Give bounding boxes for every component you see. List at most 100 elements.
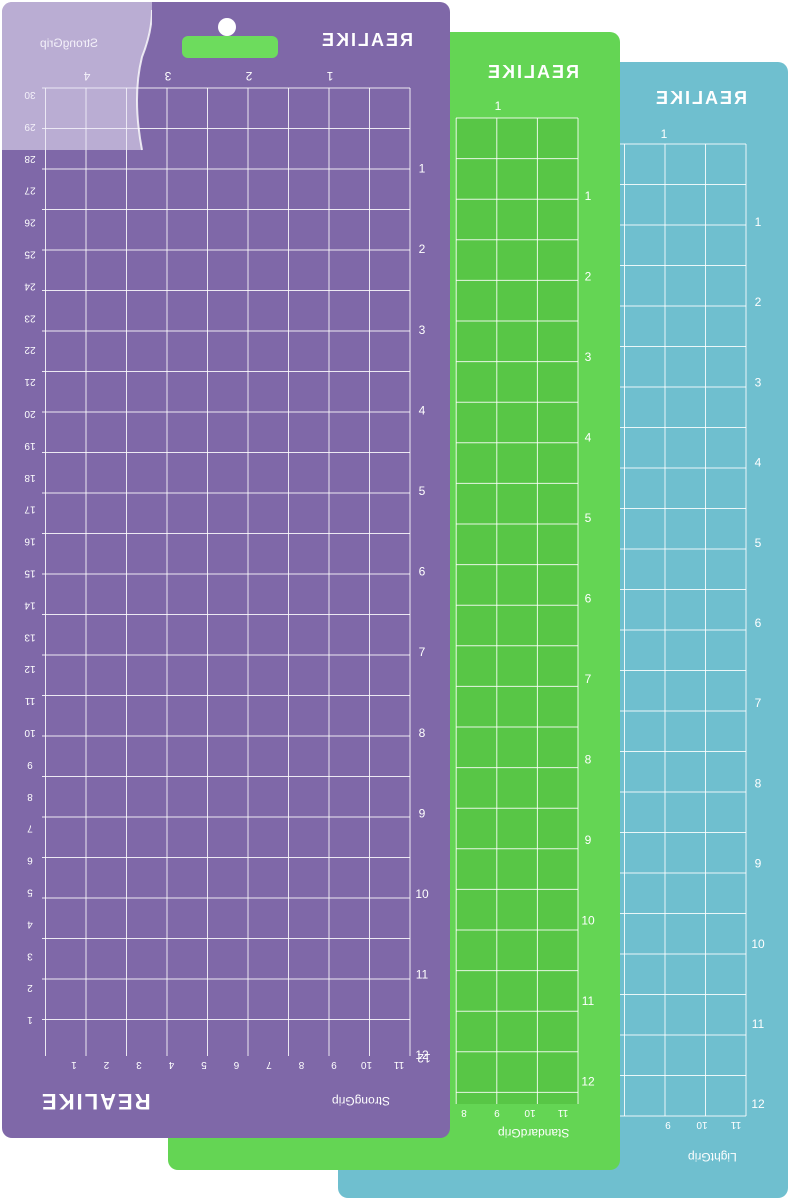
inch-label: 7 bbox=[585, 672, 592, 686]
inch-label: 2 bbox=[419, 242, 426, 256]
cm-label: 20 bbox=[24, 408, 36, 419]
cm-label-bottom: 3 bbox=[136, 1059, 142, 1070]
inch-label: 11 bbox=[416, 968, 429, 982]
cm-label: 21 bbox=[24, 376, 36, 387]
inch-label: 4 bbox=[419, 403, 426, 417]
inch-label: 3 bbox=[585, 350, 592, 364]
inch-label: 6 bbox=[419, 565, 426, 579]
inch-label: 7 bbox=[755, 696, 762, 710]
cm-label: 18 bbox=[24, 472, 36, 483]
cm-label-bottom: 11 bbox=[730, 1119, 741, 1130]
cm-label: 17 bbox=[24, 504, 36, 515]
cm-label-bottom: 10 bbox=[524, 1107, 536, 1118]
cm-label-bottom: 9 bbox=[494, 1107, 500, 1118]
cm-label: 9 bbox=[27, 759, 33, 770]
cm-label-bottom: 10 bbox=[696, 1119, 708, 1130]
brand-logo: REALIKE bbox=[320, 30, 414, 50]
inch-label: 6 bbox=[755, 616, 762, 630]
cm-label-bottom: 10 bbox=[361, 1059, 373, 1070]
cm-label-bottom: 7 bbox=[266, 1059, 272, 1070]
grip-label-bottom: StrongGrip bbox=[332, 1094, 391, 1108]
cm-label: 11 bbox=[24, 695, 35, 706]
cm-label: 1 bbox=[27, 1014, 33, 1025]
inch-label: 3 bbox=[419, 323, 426, 337]
cm-label: 2 bbox=[27, 982, 33, 993]
cm-label: 29 bbox=[24, 121, 36, 132]
brand-logo: REALIKE bbox=[486, 62, 580, 82]
inch-label-top: 4 bbox=[83, 69, 90, 83]
cm-label: 8 bbox=[27, 791, 33, 802]
inch-label: 12 bbox=[415, 1048, 429, 1062]
cm-label: 28 bbox=[24, 153, 36, 164]
cm-label-bottom: 1 bbox=[71, 1059, 77, 1070]
inch-label: 2 bbox=[585, 270, 592, 284]
cm-label: 23 bbox=[24, 312, 36, 323]
hanger-slot bbox=[182, 36, 278, 58]
cm-label: 5 bbox=[27, 887, 33, 898]
inch-label-top: 2 bbox=[245, 69, 252, 83]
inch-label: 11 bbox=[582, 994, 595, 1008]
inch-label: 3 bbox=[755, 375, 762, 389]
inch-label: 10 bbox=[751, 937, 765, 951]
inch-label: 4 bbox=[585, 431, 592, 445]
grip-label: StandardGrip bbox=[498, 1126, 570, 1140]
inch-label: 1 bbox=[585, 189, 592, 203]
cm-label: 19 bbox=[24, 440, 36, 451]
inch-label: 6 bbox=[585, 592, 592, 606]
inch-label: 2 bbox=[755, 295, 762, 309]
inch-label: 12 bbox=[581, 1075, 595, 1089]
cm-label-bottom: 8 bbox=[461, 1107, 467, 1118]
inch-label: 8 bbox=[755, 776, 762, 790]
inch-label-top: 1 bbox=[661, 127, 668, 141]
cm-label: 14 bbox=[24, 599, 36, 610]
cm-label-bottom: 4 bbox=[168, 1059, 174, 1070]
cm-label-bottom: 2 bbox=[103, 1059, 109, 1070]
cm-label: 27 bbox=[24, 185, 36, 196]
mat-grid-stronggrip: 1234567891011121234302928272625242322212… bbox=[24, 69, 431, 1070]
inch-label: 8 bbox=[419, 726, 426, 740]
hanger-hole bbox=[218, 18, 236, 36]
cm-label: 30 bbox=[24, 89, 36, 100]
inch-label: 1 bbox=[755, 215, 762, 229]
cm-label: 15 bbox=[24, 568, 36, 579]
inch-label: 4 bbox=[755, 456, 762, 470]
grip-label: LightGrip bbox=[688, 1150, 737, 1164]
cm-label: 22 bbox=[24, 344, 36, 355]
inch-label: 5 bbox=[585, 511, 592, 525]
cm-label: 12 bbox=[24, 663, 36, 674]
cm-label-bottom: 8 bbox=[298, 1059, 304, 1070]
cm-label: 26 bbox=[24, 217, 36, 228]
cm-label-bottom: 11 bbox=[393, 1059, 404, 1070]
inch-label-top: 1 bbox=[495, 99, 502, 113]
brand-logo-bottom: REALIKE bbox=[40, 1089, 151, 1114]
inch-label: 10 bbox=[415, 887, 429, 901]
cm-label: 10 bbox=[24, 727, 36, 738]
inch-label-top: 3 bbox=[164, 69, 171, 83]
inch-label: 5 bbox=[755, 536, 762, 550]
inch-label: 8 bbox=[585, 753, 592, 767]
cm-label: 24 bbox=[24, 280, 36, 291]
cm-label: 4 bbox=[27, 918, 33, 929]
inch-label-top: 1 bbox=[326, 69, 333, 83]
inch-label: 5 bbox=[419, 484, 426, 498]
cm-label: 6 bbox=[27, 855, 33, 866]
cm-label-bottom: 6 bbox=[233, 1059, 239, 1070]
inch-label-corner: 12 bbox=[417, 1051, 431, 1065]
mat-stronggrip: 1 2 3 4 5 6 7 8 9 10 11 12 1 2 3 4 30 29 28 27 26 25 24 23 22 21 2… bbox=[2, 2, 450, 1138]
cm-label-bottom: 11 bbox=[557, 1107, 568, 1118]
cm-label-bottom: 9 bbox=[331, 1059, 337, 1070]
cm-label: 13 bbox=[24, 631, 36, 642]
inch-label: 1 bbox=[419, 162, 426, 176]
grid-area bbox=[456, 118, 578, 1104]
cm-label: 25 bbox=[24, 249, 36, 260]
cm-label: 3 bbox=[27, 950, 33, 961]
inch-label: 9 bbox=[755, 857, 762, 871]
cm-label-bottom: 5 bbox=[201, 1059, 207, 1070]
cm-label-bottom: 9 bbox=[665, 1119, 671, 1130]
inch-label: 9 bbox=[585, 833, 592, 847]
cm-label: 7 bbox=[27, 823, 33, 834]
cm-label: 16 bbox=[24, 536, 36, 547]
inch-label: 9 bbox=[419, 806, 426, 820]
